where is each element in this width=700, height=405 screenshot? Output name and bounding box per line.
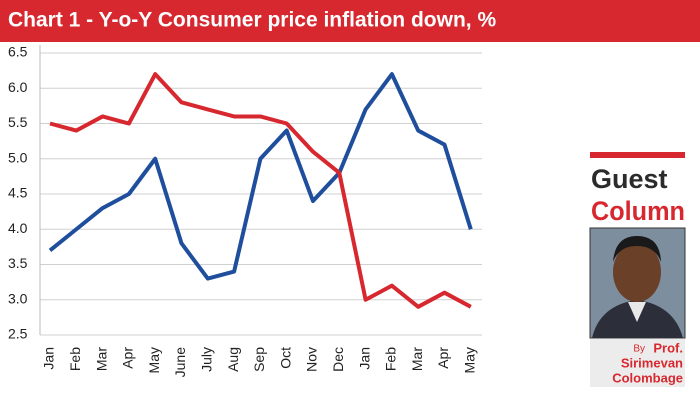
x-tick-label: Sep — [251, 347, 267, 372]
x-tick-label: Mar — [409, 347, 425, 371]
series-line — [49, 72, 472, 309]
guest-column: Guest Column By Prof. Sirimevan Colombag… — [589, 152, 686, 387]
x-tick-label: Feb — [67, 347, 83, 371]
author-name: Sirimevan — [621, 355, 683, 370]
byline-prefix: By — [633, 344, 645, 355]
x-tick-label: Oct — [277, 347, 293, 369]
author-name: Prof. — [653, 340, 683, 355]
x-tick-label: Mar — [93, 347, 109, 371]
byline-box — [590, 339, 685, 387]
y-tick-label: 5.0 — [8, 149, 28, 165]
x-tick-label: June — [172, 347, 188, 378]
x-tick-label: July — [199, 347, 215, 372]
x-tick-label: Nov — [304, 347, 320, 372]
x-tick-label: Jan — [41, 347, 57, 370]
series-line — [48, 72, 473, 281]
x-tick-label: Apr — [435, 347, 451, 369]
y-tick-label: 2.5 — [8, 326, 28, 342]
title-bar — [0, 0, 700, 42]
photo-face — [613, 242, 661, 302]
x-tick-label: Apr — [120, 347, 136, 369]
photo-shirt — [628, 302, 646, 322]
x-tick-label: Dec — [330, 347, 346, 372]
x-tick-label: May — [146, 347, 162, 373]
y-tick-label: 6.0 — [8, 79, 28, 95]
photo-hair — [613, 236, 661, 262]
sidebar-rule — [590, 152, 685, 158]
chart-title: Chart 1 - Y-o-Y Consumer price inflation… — [8, 9, 496, 32]
sidebar-heading: Column — [591, 196, 685, 226]
x-tick-label: May — [462, 347, 478, 373]
x-tick-label: Feb — [383, 347, 399, 371]
y-tick-label: 4.5 — [8, 185, 28, 201]
x-tick-label: Aug — [225, 347, 241, 372]
author-name: Colombage — [612, 370, 683, 385]
y-tick-label: 4.0 — [8, 220, 28, 236]
x-tick-label: Jan — [356, 347, 372, 370]
y-tick-label: 3.5 — [8, 255, 28, 271]
y-tick-label: 5.5 — [8, 114, 28, 130]
y-tick-label: 3.0 — [8, 290, 28, 306]
plot: 2.5 3.0 3.5 4.0 4.5 5.0 5.5 6.0 6.5 Jan Feb Mar Apr M… — [8, 44, 482, 378]
y-tick-label: 6.5 — [8, 44, 28, 60]
sidebar-heading: Guest — [591, 164, 668, 194]
